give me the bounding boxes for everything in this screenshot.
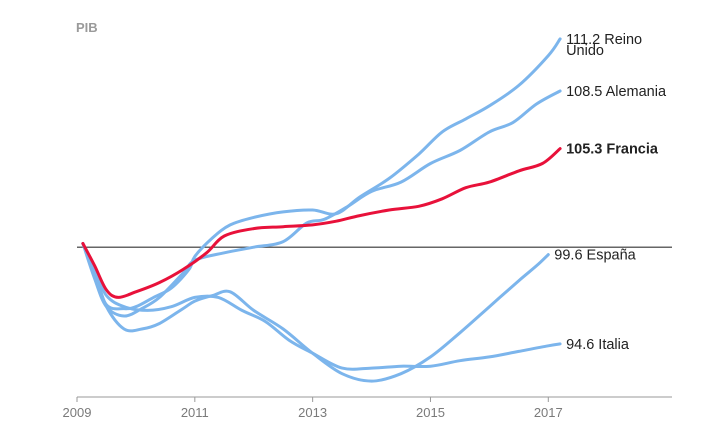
axis-layer: 2009 2011 2013 2015 2017 bbox=[63, 246, 672, 420]
series-line-francia bbox=[81, 147, 562, 299]
end-label-line: 111.2 Reino bbox=[566, 32, 642, 48]
end-label-line: 105.3 Francia bbox=[566, 142, 659, 158]
x-tick-label: 2009 bbox=[63, 405, 92, 420]
y-axis-label: PIB bbox=[76, 20, 98, 35]
series-layer bbox=[81, 37, 562, 383]
x-tick-label: 2011 bbox=[181, 405, 209, 420]
end-label-reino-unido: 111.2 Reino Unido bbox=[566, 32, 642, 59]
end-label-layer: 111.2 Reino Unido 108.5 Alemania 105.3 Fran… bbox=[554, 32, 667, 353]
x-tick-label: 2017 bbox=[534, 405, 563, 420]
end-label-line: 108.5 Alemania bbox=[566, 84, 667, 100]
end-label-espana: 99.6 España bbox=[554, 248, 636, 264]
series-line-italia bbox=[81, 242, 562, 371]
series-line-espana bbox=[81, 242, 550, 383]
series-line-reino-unido bbox=[81, 37, 562, 311]
series-line-alemania bbox=[81, 89, 562, 318]
end-label-alemania: 108.5 Alemania bbox=[566, 84, 667, 100]
end-label-francia: 105.3 Francia bbox=[566, 142, 659, 158]
end-label-line: 99.6 España bbox=[554, 248, 636, 264]
end-label-italia: 94.6 Italia bbox=[566, 337, 630, 353]
x-tick-label: 2015 bbox=[416, 405, 445, 420]
end-label-line: Unido bbox=[566, 43, 604, 59]
x-tick-label: 2013 bbox=[298, 405, 327, 420]
end-label-line: 94.6 Italia bbox=[566, 337, 630, 353]
